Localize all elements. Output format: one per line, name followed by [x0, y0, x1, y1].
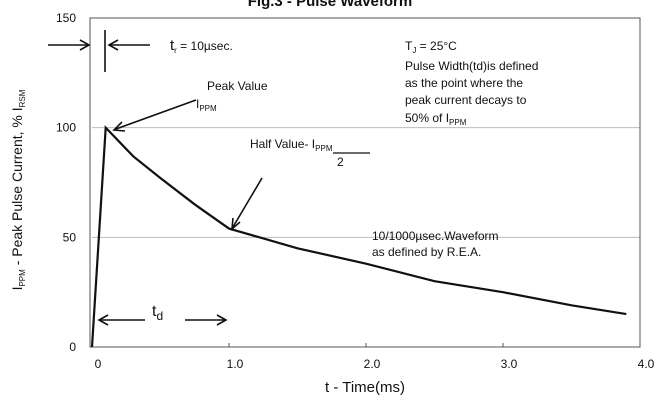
- annotation: 50% of IPPM: [405, 111, 467, 127]
- annotation-sub: d: [156, 309, 163, 323]
- annotation: 10/1000µsec.Waveform: [372, 229, 499, 243]
- annotation: tr = 10µsec.: [170, 37, 233, 55]
- annotation: Peak Value: [207, 79, 268, 93]
- arrowhead: [97, 314, 109, 326]
- arrowhead: [216, 314, 228, 326]
- arrow: [115, 99, 197, 130]
- annotation-part: Half Value- I: [250, 137, 315, 151]
- annotation-part: = 10µsec.: [177, 39, 233, 53]
- annotation: Pulse Width(td)is defined: [405, 59, 538, 73]
- annotation: as defined by R.E.A.: [372, 245, 481, 259]
- y-tick-label: 50: [63, 230, 77, 244]
- annotation-sub: r: [174, 46, 177, 55]
- annotation-part: t: [170, 37, 175, 54]
- annotation-sub: J: [412, 46, 416, 55]
- y-label-sub: RSM: [18, 89, 27, 107]
- arrowhead: [79, 39, 91, 51]
- y-tick-label: 100: [56, 121, 76, 135]
- annotation: as the point where the: [405, 76, 523, 90]
- annotation: peak current decays to: [405, 93, 527, 107]
- arrowhead: [107, 39, 119, 51]
- x-tick-label: 3.0: [501, 357, 518, 371]
- annotation: TJ = 25°C: [405, 39, 457, 55]
- annotation-part: I: [196, 97, 199, 111]
- plot-frame: [89, 17, 641, 348]
- annotation-part: 50% of I: [405, 111, 449, 125]
- y-axis-label: IPPM - Peak Pulse Current, % IRSM: [9, 89, 27, 290]
- annotation-sub: PPM: [199, 104, 217, 113]
- x-tick-label: 4.0: [638, 357, 655, 371]
- y-label-part: I: [9, 287, 25, 291]
- arrow: [232, 177, 263, 228]
- annotation: 2: [337, 155, 344, 169]
- x-tick-label: 2.0: [364, 357, 381, 371]
- annotation: Half Value- IPPM: [250, 137, 333, 153]
- x-axis-label: t - Time(ms): [325, 379, 405, 396]
- x-tick-label: 1.0: [227, 357, 244, 371]
- x-tick-label: 0: [95, 357, 102, 371]
- annotation-part: = 25°C: [416, 39, 457, 53]
- annotation-sub: PPM: [315, 144, 333, 153]
- annotation-part: T: [405, 39, 413, 53]
- annotation: td: [152, 303, 163, 323]
- annotation-part: t: [152, 303, 157, 320]
- y-label-part: - Peak Pulse Current, % I: [9, 107, 25, 269]
- arrowhead: [112, 121, 126, 132]
- annotation: IPPM: [196, 97, 217, 113]
- waveform-line: [90, 125, 627, 348]
- y-tick-label: 0: [69, 340, 76, 354]
- y-label-sub: PPM: [18, 269, 27, 287]
- y-tick-label: 150: [56, 11, 76, 25]
- chart-title: Fig.3 - Pulse Waveform: [248, 0, 412, 10]
- annotation-sub: PPM: [449, 118, 467, 127]
